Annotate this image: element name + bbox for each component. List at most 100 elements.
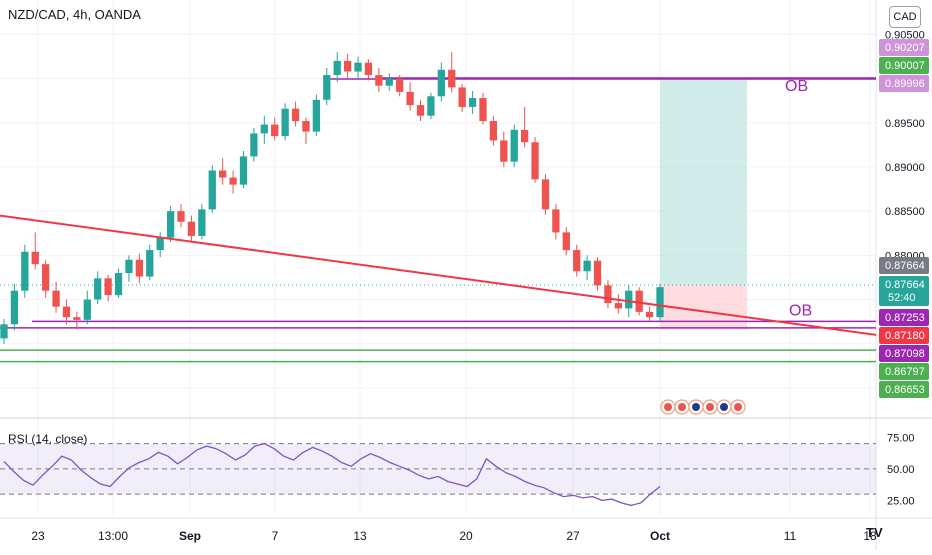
candle-body bbox=[62, 306, 71, 318]
time-tick: Sep bbox=[179, 529, 201, 543]
candle-body bbox=[187, 221, 196, 236]
price-label bbox=[879, 39, 929, 56]
candle-body bbox=[625, 290, 633, 309]
event-flag-icon bbox=[706, 403, 714, 411]
candle-body bbox=[302, 121, 310, 132]
candle-body bbox=[437, 69, 445, 97]
trendline bbox=[0, 214, 877, 336]
candle-body bbox=[406, 91, 414, 106]
time-tick: 18 bbox=[863, 529, 877, 543]
candle-body bbox=[448, 69, 456, 88]
candle-body bbox=[166, 211, 175, 238]
time-tick: 13 bbox=[353, 529, 367, 543]
candle-body bbox=[500, 140, 508, 162]
ob-label-top: OB bbox=[785, 78, 808, 95]
candle-body bbox=[479, 98, 487, 122]
countdown-text: 52:40 bbox=[888, 292, 916, 304]
rsi-band bbox=[0, 443, 876, 495]
event-flag-icon bbox=[720, 403, 728, 411]
price-tick: 0.90500 bbox=[885, 29, 925, 41]
time-axis: 23 13:00 Sep 7 13 20 27 Oct 11 18 bbox=[31, 529, 877, 543]
price-label bbox=[879, 381, 929, 398]
candle-body bbox=[198, 209, 206, 236]
price-label bbox=[879, 276, 929, 306]
candle-body bbox=[83, 299, 91, 320]
currency-badge[interactable]: CAD bbox=[889, 6, 921, 28]
event-flag-icon bbox=[678, 403, 686, 411]
price-label-text: 0.90207 bbox=[885, 42, 925, 54]
price-tick: 0.89000 bbox=[885, 162, 925, 174]
price-label bbox=[879, 75, 929, 92]
price-label-text: 0.87253 bbox=[885, 312, 925, 324]
candle-body bbox=[604, 285, 612, 304]
candle-body bbox=[239, 156, 248, 185]
candle-body bbox=[250, 133, 258, 157]
candle-body bbox=[614, 303, 622, 309]
candle-body bbox=[125, 259, 133, 274]
candle-body bbox=[375, 75, 383, 86]
price-label-text: 0.90007 bbox=[885, 60, 925, 72]
time-tick: 13:00 bbox=[98, 529, 128, 543]
candle-body bbox=[177, 211, 185, 222]
candle-body bbox=[323, 75, 331, 100]
symbol-title: NZD/CAD, 4h, OANDA bbox=[8, 7, 141, 22]
candle-body bbox=[552, 209, 560, 233]
tradingview-logo-icon[interactable]: TV bbox=[866, 525, 883, 540]
candle-body bbox=[593, 260, 602, 286]
price-label bbox=[879, 363, 929, 380]
event-flag-icon bbox=[692, 403, 700, 411]
rsi-title: RSI (14, close) bbox=[8, 432, 88, 446]
ob-label-bottom: OB bbox=[789, 302, 812, 319]
candle-body bbox=[312, 99, 321, 132]
price-label-text: 0.87098 bbox=[885, 348, 925, 360]
price-label bbox=[879, 57, 929, 74]
rsi-tick: 25.00 bbox=[887, 495, 915, 507]
candle-body bbox=[510, 129, 518, 162]
candle-body bbox=[635, 290, 643, 312]
time-tick: 27 bbox=[566, 529, 580, 543]
time-tick: Oct bbox=[650, 529, 670, 543]
target-zone bbox=[660, 78, 747, 286]
price-label-text: 0.87180 bbox=[885, 330, 925, 342]
price-label-text: 0.89996 bbox=[885, 78, 925, 90]
economic-events bbox=[660, 399, 746, 415]
price-label bbox=[879, 257, 929, 274]
candle-body bbox=[271, 124, 279, 137]
candle-body bbox=[114, 273, 123, 296]
candle-body bbox=[104, 278, 112, 296]
candle-body bbox=[52, 290, 60, 307]
candle-body bbox=[73, 317, 81, 320]
candle-body bbox=[562, 232, 570, 251]
price-label bbox=[879, 327, 929, 344]
candle-body bbox=[385, 78, 393, 86]
candle-body bbox=[520, 129, 529, 143]
price-tick: 0.89500 bbox=[885, 118, 925, 130]
candles bbox=[0, 52, 664, 344]
rsi-line bbox=[3, 442, 661, 507]
candle-body bbox=[94, 278, 102, 300]
candle-body bbox=[21, 251, 29, 291]
candle-body bbox=[229, 177, 237, 185]
candle-body bbox=[645, 311, 654, 318]
candle-body bbox=[10, 290, 19, 325]
rsi-tick: 50.00 bbox=[887, 464, 915, 476]
candle-body bbox=[208, 170, 216, 210]
rsi-tick: 75.00 bbox=[887, 432, 915, 444]
candle-body bbox=[573, 250, 581, 272]
price-label-text: 0.87664 bbox=[885, 260, 925, 272]
candle-body bbox=[656, 287, 664, 318]
price-tick: 0.88500 bbox=[885, 206, 925, 218]
candle-body bbox=[291, 108, 300, 122]
price-label-text: 0.87664 bbox=[885, 279, 925, 291]
candle-body bbox=[281, 108, 289, 137]
time-tick: 23 bbox=[31, 529, 45, 543]
candle-body bbox=[531, 142, 539, 180]
horizontal-lines bbox=[0, 77, 876, 363]
rsi-pane: 75.00 50.00 25.00 bbox=[0, 432, 915, 507]
price-axis: 0.895000.890000.885000.880000.905000.902… bbox=[879, 29, 929, 398]
candle-body bbox=[343, 60, 352, 72]
time-tick: 20 bbox=[459, 529, 473, 543]
